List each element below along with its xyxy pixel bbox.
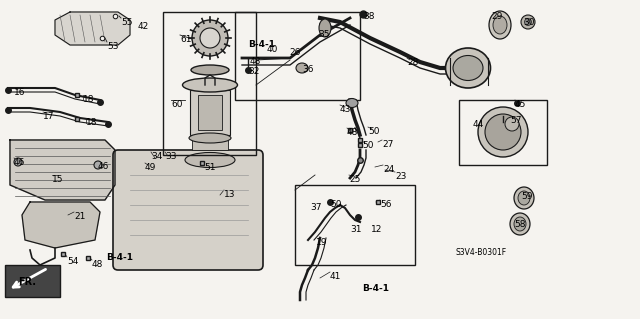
Text: 15: 15 bbox=[52, 175, 63, 184]
Text: 57: 57 bbox=[510, 116, 522, 125]
Bar bbox=[198, 95, 222, 130]
Text: 12: 12 bbox=[371, 225, 382, 234]
FancyBboxPatch shape bbox=[113, 150, 263, 270]
Text: 30: 30 bbox=[523, 18, 534, 27]
Text: 33: 33 bbox=[165, 152, 177, 161]
Text: 42: 42 bbox=[138, 22, 149, 31]
Text: 48: 48 bbox=[347, 128, 358, 137]
Text: 60: 60 bbox=[171, 100, 182, 109]
Circle shape bbox=[525, 19, 531, 26]
Text: 37: 37 bbox=[310, 203, 321, 212]
Ellipse shape bbox=[505, 117, 519, 131]
Ellipse shape bbox=[518, 191, 530, 205]
Text: 43: 43 bbox=[340, 105, 351, 114]
FancyBboxPatch shape bbox=[5, 265, 60, 297]
Text: 50: 50 bbox=[368, 127, 380, 136]
Text: 32: 32 bbox=[248, 67, 259, 76]
Text: B-4-1: B-4-1 bbox=[248, 40, 275, 49]
Ellipse shape bbox=[319, 19, 331, 37]
Text: 26: 26 bbox=[289, 48, 300, 57]
Ellipse shape bbox=[296, 63, 308, 73]
Text: 58: 58 bbox=[514, 220, 525, 229]
Circle shape bbox=[14, 158, 22, 166]
Ellipse shape bbox=[182, 78, 237, 92]
Ellipse shape bbox=[510, 213, 530, 235]
Circle shape bbox=[521, 15, 535, 29]
Text: 46: 46 bbox=[14, 158, 26, 167]
Ellipse shape bbox=[189, 133, 231, 143]
Text: 13: 13 bbox=[224, 190, 236, 199]
Text: 40: 40 bbox=[267, 45, 278, 54]
Text: 51: 51 bbox=[204, 163, 216, 172]
Ellipse shape bbox=[346, 99, 358, 108]
Bar bbox=[459, 100, 547, 165]
Ellipse shape bbox=[191, 65, 229, 75]
Text: 44: 44 bbox=[473, 120, 484, 129]
Ellipse shape bbox=[514, 187, 534, 209]
Text: 27: 27 bbox=[382, 140, 394, 149]
Text: 17: 17 bbox=[43, 112, 54, 121]
Text: 18: 18 bbox=[86, 118, 97, 127]
Text: 25: 25 bbox=[349, 175, 360, 184]
Ellipse shape bbox=[445, 48, 490, 88]
Text: FR.: FR. bbox=[18, 277, 36, 287]
Ellipse shape bbox=[514, 217, 526, 231]
Text: 34: 34 bbox=[151, 152, 163, 161]
Bar bbox=[163, 12, 256, 155]
Text: 18: 18 bbox=[83, 95, 95, 104]
Text: 55: 55 bbox=[121, 18, 132, 27]
Ellipse shape bbox=[478, 107, 528, 157]
Text: 35: 35 bbox=[318, 30, 330, 39]
Text: 54: 54 bbox=[67, 257, 78, 266]
Bar bbox=[192, 135, 228, 150]
Text: 24: 24 bbox=[383, 165, 394, 174]
Text: 48: 48 bbox=[92, 260, 104, 269]
Text: 41: 41 bbox=[330, 272, 341, 281]
Polygon shape bbox=[22, 202, 100, 248]
Text: 21: 21 bbox=[74, 212, 85, 221]
Text: 45: 45 bbox=[515, 100, 526, 109]
Bar bbox=[295, 185, 415, 265]
Ellipse shape bbox=[185, 152, 235, 167]
Ellipse shape bbox=[453, 56, 483, 80]
Text: B-4-1: B-4-1 bbox=[106, 253, 133, 262]
Text: 61: 61 bbox=[180, 35, 191, 44]
Bar bbox=[235, 12, 360, 100]
Text: 59: 59 bbox=[521, 192, 532, 201]
Text: 28: 28 bbox=[407, 58, 419, 67]
Ellipse shape bbox=[489, 11, 511, 39]
Text: 31: 31 bbox=[350, 225, 362, 234]
Circle shape bbox=[200, 28, 220, 48]
Text: 46: 46 bbox=[98, 162, 109, 171]
Circle shape bbox=[94, 161, 102, 169]
Polygon shape bbox=[55, 12, 130, 45]
Text: 23: 23 bbox=[395, 172, 406, 181]
Ellipse shape bbox=[485, 114, 521, 150]
Text: 53: 53 bbox=[107, 42, 118, 51]
Text: 29: 29 bbox=[491, 12, 502, 21]
Text: 16: 16 bbox=[14, 88, 26, 97]
Circle shape bbox=[192, 20, 228, 56]
Text: B-4-1: B-4-1 bbox=[362, 284, 389, 293]
Text: 38: 38 bbox=[363, 12, 374, 21]
Text: 50: 50 bbox=[330, 200, 342, 209]
Text: 49: 49 bbox=[145, 163, 156, 172]
Text: S3V4-B0301F: S3V4-B0301F bbox=[456, 248, 507, 257]
Text: 48: 48 bbox=[250, 57, 261, 66]
Text: 19: 19 bbox=[316, 238, 328, 247]
Text: 56: 56 bbox=[380, 200, 392, 209]
Bar bbox=[190, 90, 230, 135]
Polygon shape bbox=[10, 140, 115, 200]
Text: 36: 36 bbox=[302, 65, 314, 74]
Text: 50: 50 bbox=[362, 141, 374, 150]
Ellipse shape bbox=[493, 16, 507, 34]
